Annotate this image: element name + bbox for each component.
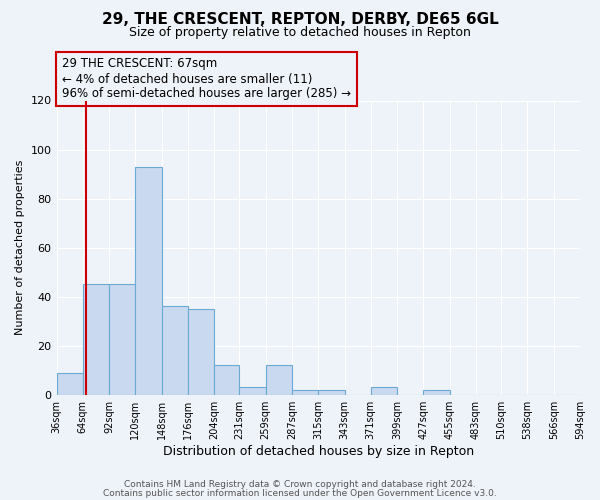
Text: 29 THE CRESCENT: 67sqm
← 4% of detached houses are smaller (11)
96% of semi-deta: 29 THE CRESCENT: 67sqm ← 4% of detached … xyxy=(62,58,351,100)
X-axis label: Distribution of detached houses by size in Repton: Distribution of detached houses by size … xyxy=(163,444,474,458)
Bar xyxy=(266,366,292,394)
Bar xyxy=(239,388,266,394)
Text: Contains HM Land Registry data © Crown copyright and database right 2024.: Contains HM Land Registry data © Crown c… xyxy=(124,480,476,489)
Bar xyxy=(371,388,397,394)
Bar xyxy=(136,166,161,394)
Text: Size of property relative to detached houses in Repton: Size of property relative to detached ho… xyxy=(129,26,471,39)
Text: 29, THE CRESCENT, REPTON, DERBY, DE65 6GL: 29, THE CRESCENT, REPTON, DERBY, DE65 6G… xyxy=(101,12,499,28)
Bar xyxy=(188,309,214,394)
Bar xyxy=(161,306,188,394)
Bar xyxy=(318,390,344,394)
Bar xyxy=(292,390,318,394)
Bar xyxy=(83,284,109,395)
Y-axis label: Number of detached properties: Number of detached properties xyxy=(15,160,25,336)
Bar xyxy=(214,366,239,394)
Bar xyxy=(424,390,449,394)
Bar xyxy=(56,372,83,394)
Bar xyxy=(109,284,136,395)
Text: Contains public sector information licensed under the Open Government Licence v3: Contains public sector information licen… xyxy=(103,489,497,498)
